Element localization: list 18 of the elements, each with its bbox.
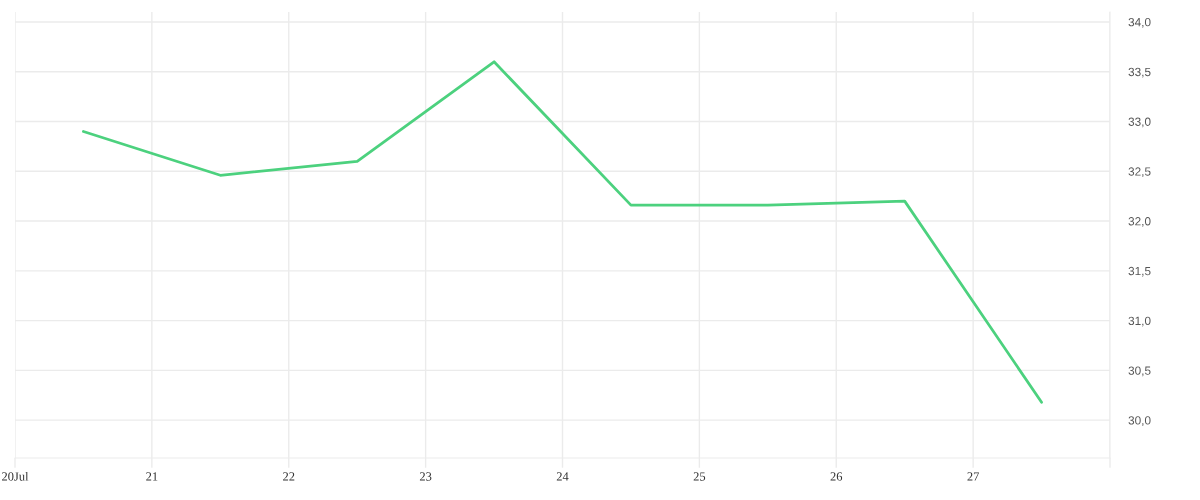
y-tick-label: 33,5 <box>1128 67 1151 78</box>
x-tick-label: 23 <box>419 472 432 481</box>
x-tick-label: 22 <box>283 472 295 481</box>
y-tick-label: 33,0 <box>1128 117 1151 128</box>
x-tick-label: 21 <box>146 472 158 481</box>
y-tick-label: 31,0 <box>1128 316 1151 327</box>
y-tick-label: 30,0 <box>1128 416 1151 426</box>
x-tick-label: 26 <box>830 472 843 481</box>
x-tick-label: 27 <box>967 472 980 481</box>
x-tick-label: 24 <box>556 472 569 481</box>
y-tick-label: 32,0 <box>1128 217 1151 227</box>
line-series <box>82 60 1043 404</box>
y-tick-label: 32,5 <box>1128 167 1151 178</box>
x-tick-label: 20Jul <box>2 471 29 481</box>
y-tick-label: 30,5 <box>1128 366 1151 377</box>
x-tick-label: 25 <box>693 472 706 481</box>
y-tick-label: 31,5 <box>1128 266 1151 277</box>
y-tick-label: 34,0 <box>1128 17 1151 28</box>
